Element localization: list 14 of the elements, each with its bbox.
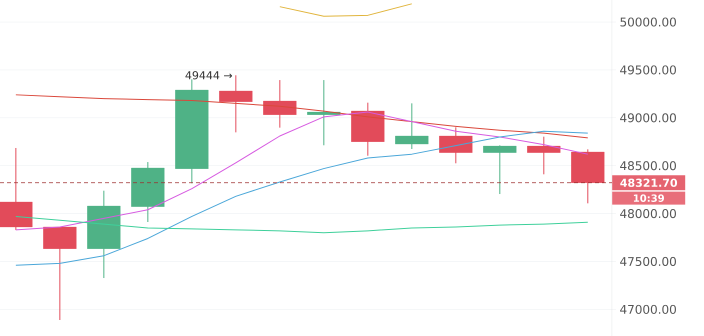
- line-series: [15, 94, 588, 138]
- annotation: 49444 →: [185, 71, 232, 80]
- line-series: [15, 130, 588, 266]
- line-series: [279, 3, 412, 17]
- y-tick-label: 49500.00: [620, 65, 676, 74]
- text: 10:39: [634, 194, 664, 202]
- y-tick-label: 50000.00: [620, 17, 676, 27]
- y-tick-label: 47500.00: [620, 256, 676, 266]
- y-tick-label: 47000.00: [620, 304, 676, 314]
- ref-line-label: 48321.70: [620, 178, 678, 187]
- y-tick-label: 48500.00: [620, 161, 676, 170]
- candlestick: [307, 80, 340, 146]
- y-tick-label: 49000.00: [620, 113, 676, 122]
- y-tick-label: 48000.00: [620, 209, 676, 218]
